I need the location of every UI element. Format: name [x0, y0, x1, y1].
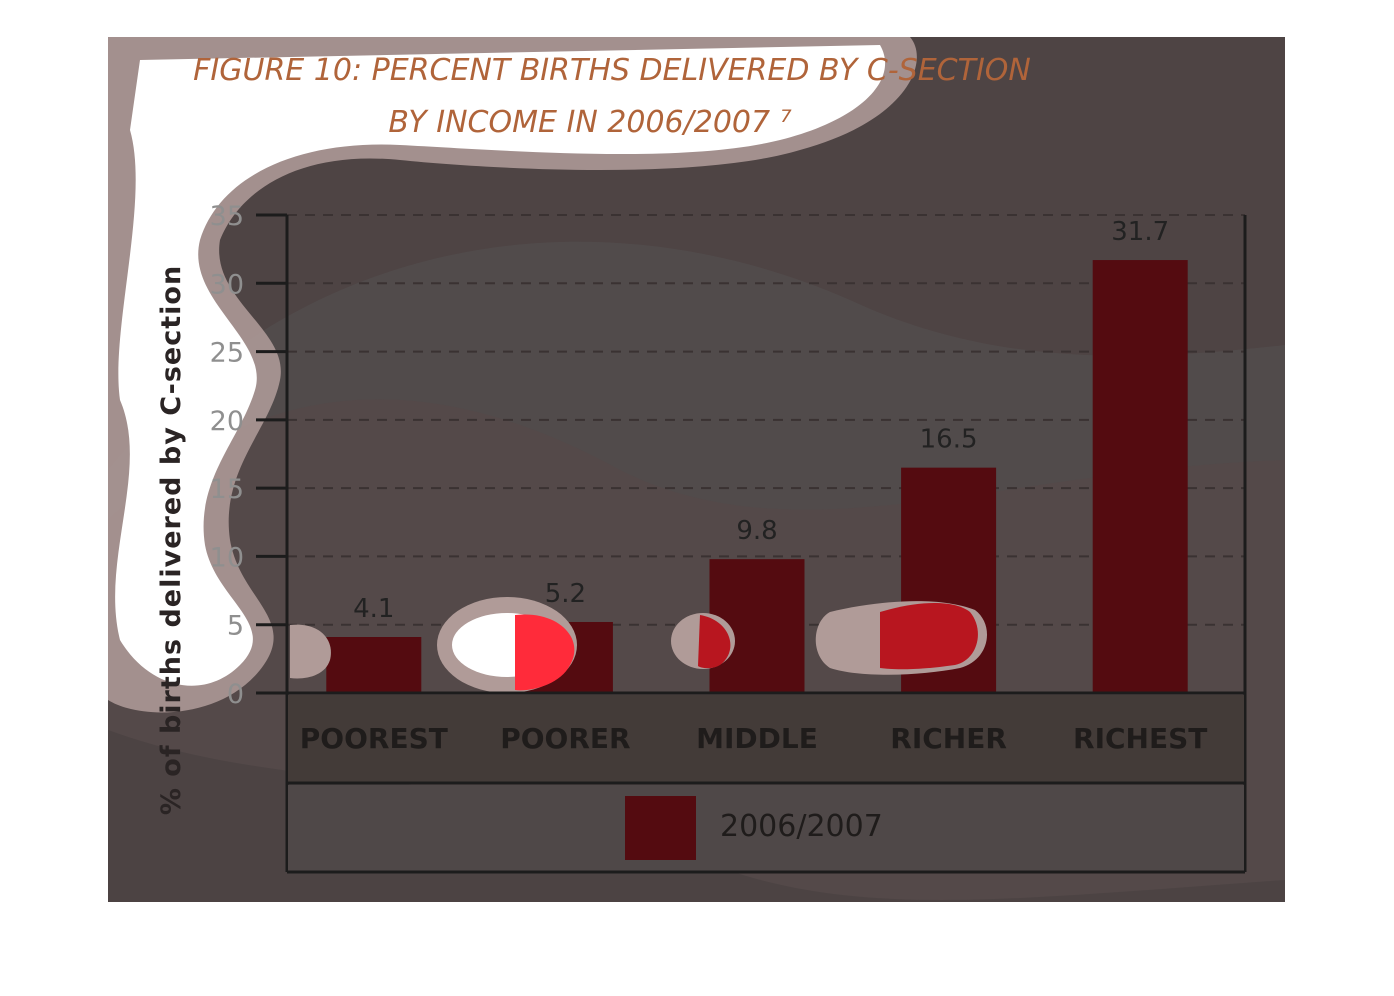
- y-tick-label: 0: [227, 679, 244, 710]
- highlight-blob: [515, 614, 575, 691]
- value-label-poorest: 4.1: [353, 594, 394, 624]
- y-tick-label: 30: [210, 269, 244, 300]
- y-tick-label: 5: [227, 611, 244, 642]
- category-label-poorest: POOREST: [300, 722, 448, 755]
- category-label-poorer: POORER: [500, 722, 630, 755]
- chart-title-line-2: BY INCOME IN 2006/2007 ⁷: [388, 105, 791, 140]
- category-labels: POOREST POORER MIDDLE RICHER RICHEST: [300, 722, 1208, 755]
- y-tick-label: 10: [210, 542, 244, 573]
- value-label-middle: 9.8: [736, 516, 777, 546]
- legend-swatch: [625, 796, 696, 860]
- legend-area: [288, 785, 1244, 871]
- bars: [326, 260, 1188, 693]
- bar-poorest: [326, 637, 422, 693]
- gridlines: [287, 214, 1245, 626]
- legend-label: 2006/2007: [720, 809, 883, 844]
- chart-title-line-1: FIGURE 10: PERCENT BIRTHS DELIVERED BY C…: [193, 53, 1031, 88]
- y-tick-label: 20: [210, 406, 244, 437]
- value-label-richer: 16.5: [920, 425, 978, 455]
- highlight-blob: [880, 603, 978, 670]
- category-label-richest: RICHEST: [1073, 722, 1207, 755]
- value-label-richest: 31.7: [1111, 217, 1169, 247]
- category-label-richer: RICHER: [890, 722, 1007, 755]
- highlight-overlays: [290, 597, 987, 693]
- y-tick-label: 15: [210, 474, 244, 505]
- y-tick-label: 35: [210, 201, 244, 232]
- bar-richest: [1092, 260, 1188, 693]
- category-band: [288, 695, 1244, 783]
- y-axis-ticks: 0 5 10 15 20 25 30 35: [210, 201, 287, 710]
- highlight-blob: [698, 615, 731, 669]
- highlight-blob: [290, 624, 331, 679]
- category-label-middle: MIDDLE: [696, 722, 818, 755]
- value-labels: 4.1 5.2 9.8 16.5 31.7: [353, 217, 1169, 624]
- y-axis-label: % of births delivered by C-section: [156, 265, 187, 815]
- value-label-poorer: 5.2: [545, 579, 586, 609]
- y-tick-label: 25: [210, 338, 244, 369]
